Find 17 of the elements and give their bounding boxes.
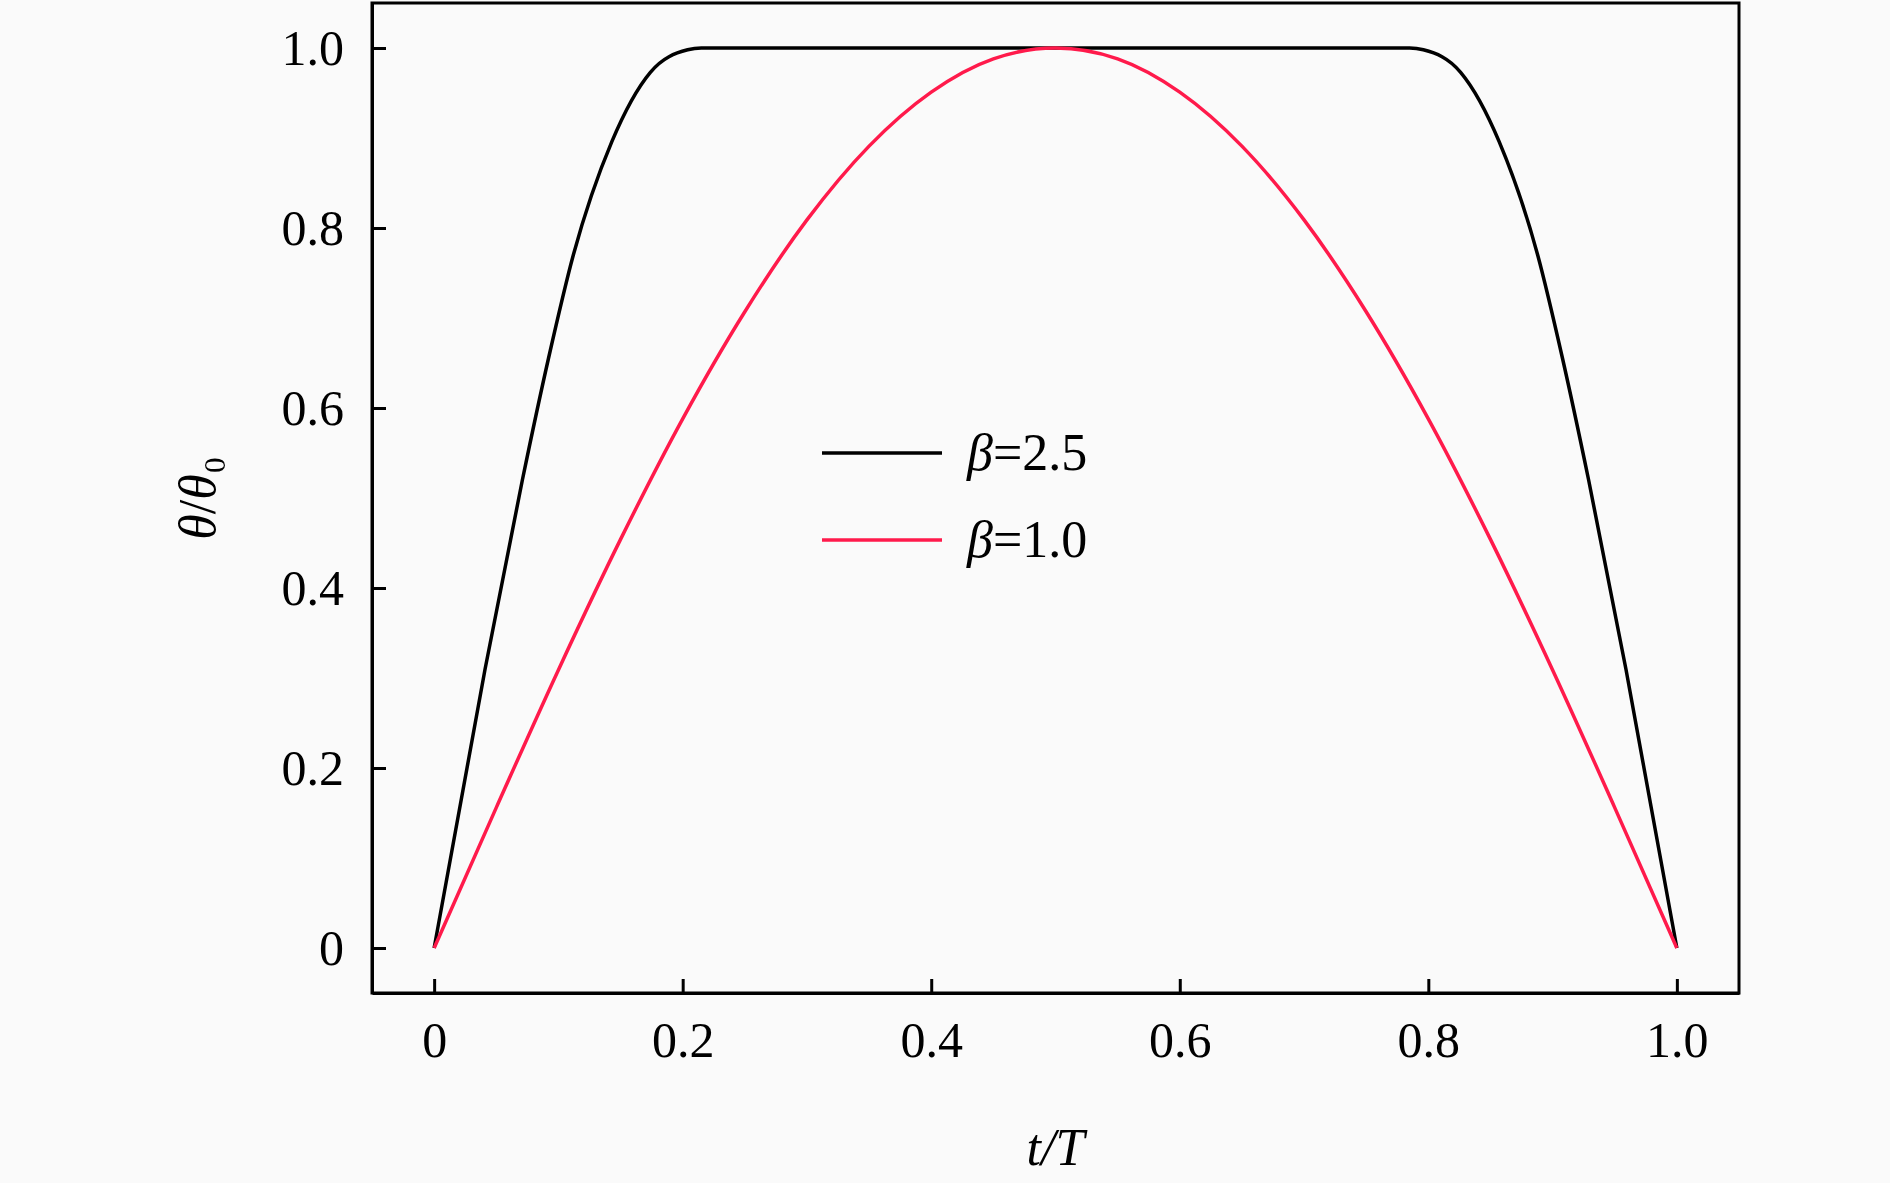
y-axis-title: θ/θ₀ (169, 456, 226, 540)
y-tick-label: 0 (319, 919, 344, 976)
x-tick-label: 0.4 (900, 1011, 963, 1068)
y-tick-label: 0.6 (281, 379, 344, 436)
x-axis-title: t/T (1026, 1119, 1088, 1176)
y-tick-label: 0.2 (281, 739, 344, 796)
y-tick-label: 1.0 (281, 19, 344, 76)
y-tick-label: 0.8 (281, 199, 344, 256)
line-series (432, 46, 1679, 950)
x-tick-label: 0 (422, 1011, 448, 1068)
x-tick-label: 0.8 (1397, 1011, 1461, 1068)
x-tick-label: 1.0 (1646, 1011, 1709, 1068)
legend-label: β=1.0 (966, 511, 1088, 568)
y-tick-label: 0.4 (281, 559, 344, 616)
x-tick-label: 0.6 (1149, 1011, 1212, 1068)
x-tick-label: 0.2 (651, 1011, 715, 1068)
legend-label: β=2.5 (966, 424, 1088, 481)
